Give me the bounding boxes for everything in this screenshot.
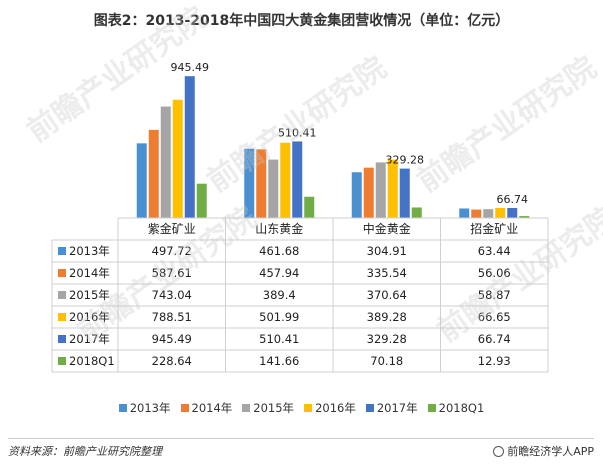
legend-label: 2013年 bbox=[129, 401, 171, 415]
bar bbox=[184, 76, 195, 218]
legend-item: 2018Q1 bbox=[427, 400, 485, 416]
bar bbox=[507, 207, 518, 218]
data-label: 329.28 bbox=[386, 154, 425, 167]
legend-swatch bbox=[242, 404, 251, 412]
legend-label: 2018Q1 bbox=[438, 401, 485, 415]
legend-label: 2015年 bbox=[253, 401, 295, 415]
table-cell: 497.72 bbox=[152, 244, 192, 258]
legend-swatch bbox=[304, 404, 313, 412]
bar bbox=[411, 207, 422, 218]
bar-chart: 945.49 510.41 329.28 66.74 紫金矿业 山东黄金 中金黄金 招金矿业 2… bbox=[51, 61, 549, 373]
legend-swatch bbox=[427, 404, 436, 412]
row-legend-swatch bbox=[58, 335, 66, 343]
legend-label: 2014年 bbox=[191, 401, 233, 415]
category-label: 中金黄金 bbox=[363, 221, 411, 236]
table-cell: 70.18 bbox=[370, 354, 403, 368]
table-cell: 58.87 bbox=[478, 288, 511, 302]
row-legend-swatch bbox=[58, 291, 66, 299]
table-cell: 63.44 bbox=[478, 244, 511, 258]
legend-item: 2016年 bbox=[304, 400, 356, 416]
bar bbox=[148, 129, 159, 218]
table-cell: 335.54 bbox=[367, 266, 407, 280]
bar bbox=[471, 209, 482, 218]
table-cell: 66.65 bbox=[478, 310, 511, 324]
bar bbox=[375, 162, 386, 218]
table-cell: 141.66 bbox=[259, 354, 299, 368]
row-label: 2016年 bbox=[69, 310, 110, 324]
table-cell: 370.64 bbox=[367, 288, 407, 302]
bar bbox=[387, 159, 398, 218]
table-cell: 228.64 bbox=[152, 354, 192, 368]
bar bbox=[399, 168, 410, 218]
legend-item: 2017年 bbox=[365, 400, 418, 416]
category-label: 紫金矿业 bbox=[148, 221, 196, 236]
app-logo-icon bbox=[493, 445, 505, 457]
footer: 资料来源：前瞻产业研究院整理 前瞻经济学人APP bbox=[8, 438, 594, 458]
bar bbox=[196, 183, 207, 218]
bar bbox=[304, 196, 315, 218]
row-legend-swatch bbox=[58, 247, 66, 255]
table-cell: 743.04 bbox=[152, 288, 192, 302]
bar bbox=[363, 167, 374, 218]
category-label: 山东黄金 bbox=[255, 221, 303, 236]
row-legend-swatch bbox=[58, 357, 66, 365]
table-cell: 389.28 bbox=[367, 310, 407, 324]
table-cell: 501.99 bbox=[259, 310, 299, 324]
table-cell: 56.06 bbox=[478, 266, 511, 280]
table-cell: 587.61 bbox=[152, 266, 192, 280]
bar bbox=[483, 209, 494, 218]
bar bbox=[495, 208, 506, 218]
legend-item: 2014年 bbox=[180, 400, 233, 416]
row-label: 2014年 bbox=[69, 266, 110, 280]
bar bbox=[280, 142, 291, 218]
legend-item: 2015年 bbox=[242, 400, 294, 416]
bar bbox=[292, 141, 303, 218]
row-label: 2013年 bbox=[69, 244, 110, 258]
bar bbox=[244, 148, 255, 218]
table-cell: 389.4 bbox=[263, 288, 296, 302]
table-cell: 304.91 bbox=[367, 244, 407, 258]
app-credit-text: 前瞻经济学人APP bbox=[507, 445, 594, 458]
bar bbox=[136, 143, 147, 218]
table-cell: 510.41 bbox=[259, 332, 299, 346]
table-cell: 461.68 bbox=[259, 244, 299, 258]
category-label: 招金矿业 bbox=[470, 221, 518, 236]
bar bbox=[268, 159, 279, 218]
table-cell: 788.51 bbox=[152, 310, 192, 324]
table-cell: 945.49 bbox=[152, 332, 192, 346]
chart-legend: 2013年 2014年 2015年 2016年 2017年 2018Q1 bbox=[0, 400, 603, 416]
bar bbox=[459, 208, 470, 218]
legend-item: 2013年 bbox=[118, 400, 171, 416]
legend-swatch bbox=[180, 404, 189, 412]
table-cell: 66.74 bbox=[478, 332, 511, 346]
legend-swatch bbox=[365, 404, 374, 412]
row-label: 2015年 bbox=[69, 288, 110, 302]
chart-title: 图表2：2013-2018年中国四大黄金集团营收情况（单位：亿元） bbox=[93, 13, 510, 29]
data-label: 510.41 bbox=[278, 126, 317, 139]
legend-label: 2016年 bbox=[315, 401, 356, 415]
table-cell: 12.93 bbox=[478, 354, 511, 368]
bar bbox=[256, 149, 267, 218]
legend-label: 2017年 bbox=[376, 401, 418, 415]
bar bbox=[160, 106, 171, 218]
table-cell: 457.94 bbox=[259, 266, 299, 280]
source-note: 资料来源：前瞻产业研究院整理 bbox=[8, 445, 162, 458]
row-label: 2017年 bbox=[69, 332, 110, 346]
legend-swatch bbox=[118, 404, 127, 412]
row-label: 2018Q1 bbox=[69, 354, 115, 368]
row-legend-swatch bbox=[58, 269, 66, 277]
data-label: 66.74 bbox=[497, 193, 529, 206]
bar bbox=[351, 172, 362, 218]
data-label: 945.49 bbox=[171, 61, 210, 74]
table-cell: 329.28 bbox=[367, 332, 407, 346]
app-credit: 前瞻经济学人APP bbox=[493, 443, 594, 459]
bar bbox=[172, 99, 183, 218]
row-legend-swatch bbox=[58, 313, 66, 321]
bar bbox=[519, 216, 530, 218]
